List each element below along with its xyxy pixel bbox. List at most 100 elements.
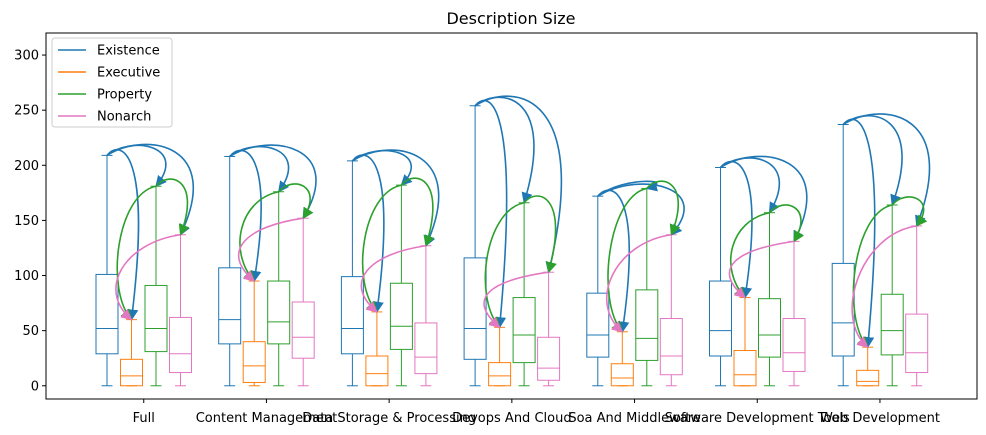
arrow-nonarch-to-executive	[483, 271, 549, 329]
iqr-box	[389, 282, 413, 350]
iqr-box	[782, 318, 806, 372]
arrow-existence-to-executive	[106, 148, 140, 321]
box-series	[95, 105, 929, 387]
arrow-existence-to-executive	[842, 118, 876, 349]
arrow-existence-to-nonarch	[720, 155, 808, 243]
box-nonarch	[659, 234, 683, 387]
box-nonarch	[291, 217, 315, 387]
arrow-property-to-nonarch	[400, 177, 435, 247]
box-nonarch	[414, 245, 438, 387]
iqr-box	[340, 276, 364, 355]
iqr-box	[635, 289, 659, 361]
legend-label-executive: Executive	[97, 66, 160, 81]
arrow-existence-to-property	[229, 145, 290, 193]
x-tick-label: Content Management	[196, 411, 337, 426]
iqr-box	[365, 355, 389, 387]
iqr-box	[267, 280, 291, 345]
box-executive	[120, 319, 143, 387]
iqr-box	[905, 313, 929, 374]
x-tick-label: Full	[133, 411, 155, 426]
iqr-box	[144, 284, 168, 353]
iqr-box	[488, 362, 512, 387]
arrow-property-to-nonarch	[646, 180, 681, 236]
arrow-property-to-nonarch	[891, 196, 928, 227]
iqr-box	[120, 358, 143, 387]
arrow-nonarch-to-executive	[237, 217, 304, 282]
arrow-existence-to-nonarch	[842, 113, 931, 227]
box-existence	[586, 195, 610, 387]
box-property	[758, 212, 781, 387]
box-nonarch	[905, 225, 929, 387]
legend-box	[51, 37, 173, 128]
box-property	[635, 187, 659, 387]
arrow-existence-to-executive	[351, 154, 385, 314]
arrow-existence-to-nonarch	[351, 149, 440, 247]
legend-label-existence: Existence	[97, 44, 160, 59]
box-property	[144, 185, 168, 387]
iqr-box	[831, 262, 855, 357]
box-nonarch	[537, 271, 561, 387]
y-tick-label: 250	[14, 104, 39, 119]
box-existence	[709, 166, 732, 387]
arrow-property-to-nonarch	[278, 183, 314, 220]
arrow-property-to-executive	[484, 201, 525, 329]
y-tick-label: 150	[14, 214, 39, 229]
arrow-nonarch-to-executive	[728, 240, 795, 299]
box-property	[880, 204, 904, 387]
chart-title: Description Size	[446, 9, 575, 28]
iqr-box	[537, 336, 561, 381]
box-executive	[610, 331, 634, 387]
arrow-nonarch-to-executive	[115, 233, 181, 321]
box-executive	[733, 297, 757, 387]
arrow-existence-to-property	[720, 157, 781, 214]
arrow-property-to-executive	[852, 204, 893, 349]
iqr-box	[291, 301, 315, 359]
x-tick-label: Devops And Cloud	[452, 411, 571, 426]
box-existence	[831, 124, 855, 387]
box-existence	[218, 155, 242, 387]
x-tick-label: Soa And Middleware	[568, 411, 700, 426]
arrow-existence-to-executive	[474, 99, 508, 329]
iqr-box	[169, 316, 192, 374]
y-axis: 0 50 100 150 200 250 300	[14, 49, 46, 394]
arrow-existence-to-executive	[719, 160, 753, 299]
box-nonarch	[782, 240, 806, 387]
iqr-box	[709, 280, 732, 357]
iqr-box	[463, 257, 487, 360]
x-tick-label: Software Development Tools	[665, 411, 850, 426]
y-tick-label: 200	[14, 159, 39, 174]
plot-frame	[45, 32, 978, 400]
box-existence	[95, 154, 119, 387]
iqr-box	[659, 318, 683, 376]
box-executive	[856, 346, 880, 387]
arrow-existence-to-executive	[229, 149, 262, 283]
y-tick-label: 100	[14, 269, 39, 284]
arrow-existence-to-executive	[597, 189, 630, 333]
arrow-property-to-executive	[116, 185, 157, 321]
iqr-box	[414, 322, 438, 375]
arrow-nonarch-to-executive	[851, 225, 917, 348]
y-tick-label: 50	[22, 324, 39, 339]
box-executive	[365, 311, 389, 387]
iqr-box	[586, 292, 610, 358]
arrow-property-to-nonarch	[523, 195, 557, 274]
iqr-box	[733, 349, 757, 387]
arrow-property-to-nonarch	[155, 178, 190, 236]
box-existence	[463, 105, 487, 387]
legend-label-nonarch: Nonarch	[97, 110, 151, 125]
arrow-nonarch-to-executive	[605, 233, 672, 333]
arrow-property-to-nonarch	[768, 204, 804, 243]
box-property	[267, 191, 291, 387]
box-executive	[242, 280, 266, 387]
arrow-existence-to-nonarch	[229, 144, 317, 220]
iqr-box	[856, 369, 880, 387]
iqr-box	[95, 273, 119, 355]
y-tick-label: 300	[14, 49, 39, 64]
iqr-box	[242, 341, 266, 383]
iqr-box	[512, 297, 536, 364]
arrow-property-to-executive	[607, 187, 647, 333]
arrow-existence-to-nonarch	[597, 183, 685, 236]
arrow-existence-to-nonarch	[106, 143, 195, 236]
